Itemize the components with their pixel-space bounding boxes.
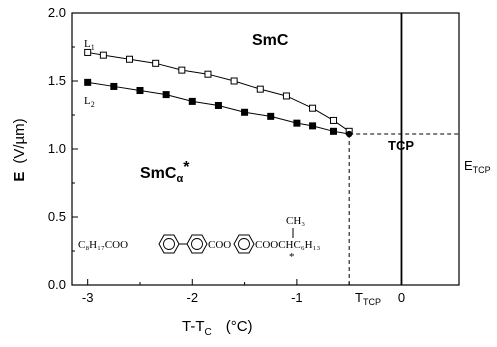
data-point-l1 [126, 55, 134, 63]
y-tick-label: 1.0 [48, 141, 66, 156]
x-tick-label: -2 [187, 290, 199, 305]
chem-branch: CH₃ [286, 215, 305, 227]
series-line-l1 [87, 51, 350, 135]
benzene-ring-1 [158, 234, 180, 254]
data-point-l2 [110, 82, 118, 90]
data-point-l2 [309, 122, 317, 130]
data-point-l2 [329, 127, 337, 135]
chem-middle-group: COO [208, 239, 231, 251]
data-series [84, 48, 353, 138]
region-label-smc: SmC [252, 32, 289, 49]
data-point-l1 [230, 77, 238, 85]
data-point-l2 [293, 119, 301, 127]
data-point-l2 [214, 101, 222, 109]
data-point-l1 [178, 66, 186, 74]
data-point-l1 [204, 70, 212, 78]
data-point-l2 [136, 87, 144, 95]
benzene-ring-3 [233, 234, 255, 254]
y-tick-label: 0.0 [48, 277, 66, 292]
data-point-l2 [241, 108, 249, 116]
data-point-l1 [152, 59, 160, 67]
tcp-guide-lines [348, 133, 459, 285]
data-point-l2 [267, 112, 275, 120]
y-tick-label: 1.5 [48, 73, 66, 88]
y-tick-label: 0.5 [48, 209, 66, 224]
data-point-l1 [99, 51, 107, 59]
chem-chiral-star: * [289, 251, 295, 263]
data-point-l1 [282, 92, 290, 100]
data-point-l2 [162, 91, 170, 99]
y-tick-label: 2.0 [48, 5, 66, 20]
x-axis-title: T-TC (°C) [182, 318, 253, 338]
data-point-l1 [309, 104, 317, 112]
data-point-l2 [84, 78, 92, 86]
axis-ticks: -3 -2 -1 0 0.0 0.5 1.0 1.5 2.0 [48, 5, 405, 305]
x-tick-label: -3 [82, 290, 94, 305]
benzene-ring-2 [186, 234, 208, 254]
data-point-l1 [329, 116, 337, 124]
data-point-l1 [84, 48, 92, 56]
data-point-l2 [188, 97, 196, 105]
tcp-label: TCP [388, 138, 414, 153]
tcp-point [345, 130, 353, 138]
chem-left-group: C₈H₁₇COO [78, 239, 128, 251]
e-tcp-label: ETCP [464, 158, 491, 175]
t-tcp-label: TTCP [355, 290, 381, 307]
y-axis-title: E(V/µm) [11, 118, 28, 181]
chem-right-group: COOCHC₆H₁₃ [255, 239, 320, 251]
series-label-l2: L2 [84, 95, 95, 109]
region-label-smc-alpha: SmCα* [140, 159, 190, 185]
x-tick-label: 0 [398, 290, 405, 305]
x-tick-label: -1 [291, 290, 303, 305]
svg-text:E(V/µm): E(V/µm) [11, 118, 28, 181]
series-label-l1: L1 [84, 38, 95, 52]
data-point-l1 [256, 85, 264, 93]
chemical-structure: C₈H₁₇COO COO COOCHC₆H₁₃ CH₃ * [78, 215, 320, 263]
